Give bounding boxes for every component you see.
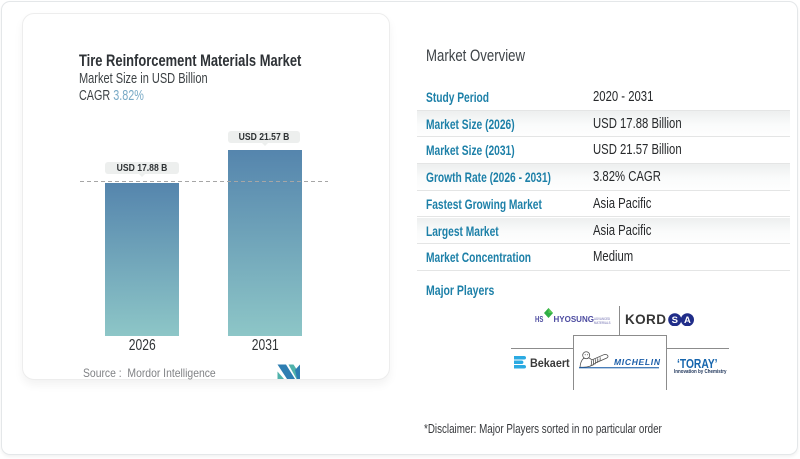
svg-text:MICHELIN: MICHELIN [614, 357, 661, 367]
svg-text:S: S [672, 315, 678, 326]
svg-text:A: A [684, 315, 691, 326]
